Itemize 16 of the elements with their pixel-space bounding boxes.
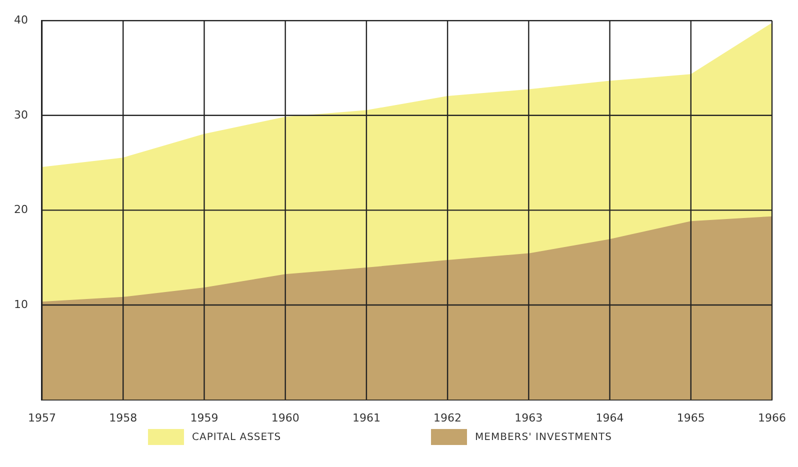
- y-tick-label: 10: [14, 298, 28, 311]
- y-tick-label: 20: [14, 203, 28, 216]
- x-tick-label: 1965: [676, 411, 705, 424]
- legend-label: CAPITAL ASSETS: [192, 432, 282, 442]
- x-tick-label: 1957: [28, 411, 56, 424]
- x-tick-label: 1966: [758, 411, 786, 424]
- y-tick-label: 40: [14, 13, 28, 26]
- x-tick-label: 1962: [434, 411, 462, 424]
- x-tick-label: 1964: [596, 411, 624, 424]
- legend-label: MEMBERS' INVESTMENTS: [475, 432, 612, 442]
- x-tick-label: 1961: [352, 411, 380, 424]
- x-tick-label: 1963: [514, 411, 543, 424]
- x-tick-label: 1958: [109, 411, 138, 424]
- x-tick-label: 1960: [271, 411, 300, 424]
- y-tick-label: 30: [14, 108, 28, 122]
- x-tick-label: 1959: [190, 411, 218, 424]
